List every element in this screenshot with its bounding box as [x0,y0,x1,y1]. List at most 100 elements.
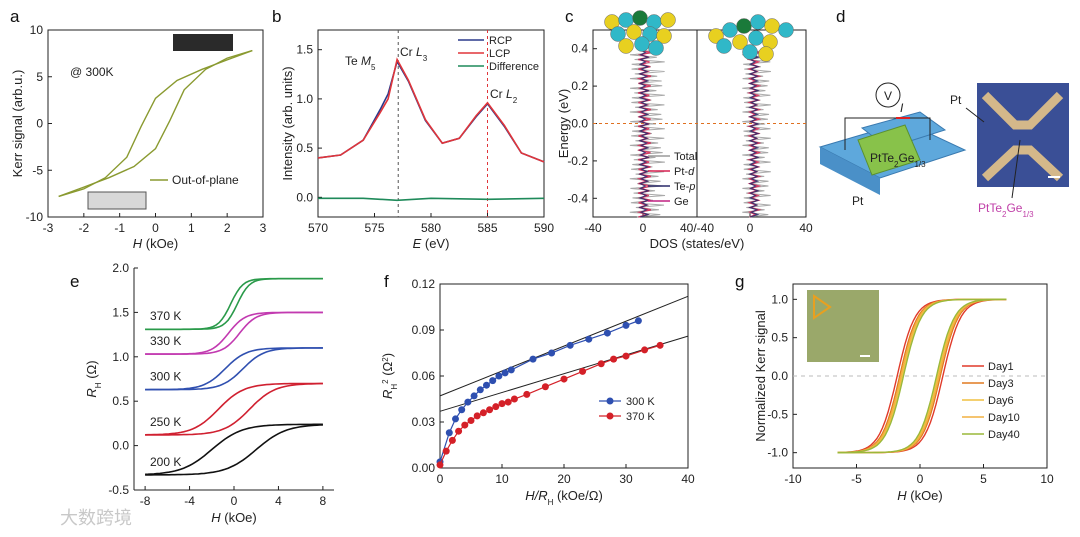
panel-c-ytick-label: 0.0 [571,117,588,131]
panel-b-xtick-label: 590 [534,221,554,235]
panel-b-xlabel: E (eV) [413,236,450,251]
panel-f-ylabel: RH2 (Ω2) [380,353,399,399]
panel-f: f 0 10 20 30 40 0.12 0.09 0.06 0.03 0.00 H/RH (kOe/… [380,272,695,507]
panel-d-pt-electrode-side [820,147,880,195]
panel-b-series-difference [318,197,545,202]
panel-f-point [442,447,450,455]
panel-f-point [510,395,518,403]
panel-g-ytick-label: 0.5 [771,331,788,345]
panel-c: c 0.4 0.2 0.0 -0.2 -0.4 -40 0 40/-40 0 40 DOS (stat… [556,7,813,251]
panel-b-xtick-label: 580 [421,221,441,235]
panel-f-point [483,381,490,389]
panel-e-series-label: 200 K [150,455,181,469]
panel-f-point [566,341,574,349]
panel-b-ytick-label: 0.0 [296,190,313,204]
panel-a-curve-down [58,49,253,198]
panel-d-wire [844,117,931,150]
panel-g-inset-scale-bar [860,355,870,357]
panel-e-curve-0-down [145,277,323,331]
panel-d-flake-label: PtTe2Ge1/3 [870,151,926,169]
panel-f-xlabel: H/RH (kOe/Ω) [525,488,603,507]
panel-f-legend-marker [606,412,614,420]
panel-a-inset-image-bottom [87,191,147,210]
panel-b-xtick-label: 575 [364,221,384,235]
panel-e-ytick-label: -0.5 [108,483,129,497]
panel-f-legend-marker [606,397,614,405]
panel-e-xtick-label: -4 [184,494,195,508]
panel-c-atom [742,44,758,60]
panel-g: g -10 -5 0 5 10 1.0 0.5 0.0 -0.5 -1.0 H (kOe) Normal… [735,272,1054,503]
panel-c-xtick-label: 0 [640,221,647,235]
panel-f-point [486,406,494,414]
panel-f-point [622,321,630,329]
panel-b-ylabel: Intensity (arb. units) [280,66,295,180]
panel-e-xtick-label: 8 [320,494,327,508]
panel-e-xtick-label: 4 [275,494,282,508]
panel-f-ytick-label: 0.12 [412,277,436,291]
panel-f-xtick-label: 20 [557,472,571,486]
panel-e-ylabel: RH (Ω) [84,360,103,397]
panel-c-atom [656,28,672,44]
panel-f-xtick-label: 30 [619,472,633,486]
panel-e: e -8 -4 0 4 8 2.0 1.5 1.0 0.5 0.0 -0.5 H (kOe) RH (Ω)… [70,261,334,525]
panel-c-atom [618,38,634,54]
panel-a-inset-image-top [173,34,233,51]
panel-c-ytick-label: -0.4 [567,191,588,205]
panel-f-point [622,352,630,360]
panel-f-point [473,412,481,420]
panel-c-ytick-label: 0.2 [571,79,588,93]
panel-f-point [507,366,515,374]
panel-f-point [455,427,463,435]
panel-c-xtick-label: 40/-40 [680,221,714,235]
panel-d-pt-label-bottom: Pt [852,194,864,208]
panel-f-point [585,335,593,343]
panel-e-curve-4-up [145,424,323,476]
panel-d-micrograph-electrodes [981,91,1064,182]
panel-e-curve-3-down [145,382,323,436]
panel-g-legend-label: Day3 [988,378,1014,390]
panel-e-ytick-label: 0.5 [112,394,129,408]
panel-f-point [498,400,506,408]
panel-g-label: g [735,272,744,291]
panel-c-atom [736,18,752,34]
panel-f-ytick-label: 0.03 [412,415,436,429]
panel-d-pt-label-right: Pt [950,93,962,107]
panel-d-scale-bar [1048,176,1060,178]
panel-f-point [467,416,475,424]
panel-a-ytick-label: -5 [32,163,43,177]
panel-c-trace-te-p-left [638,49,650,218]
panel-f-point [452,415,459,423]
panel-a-ytick-label: 5 [36,70,43,84]
panel-b-xtick-label: 585 [477,221,497,235]
panel-f-point [541,383,549,391]
panel-g-xtick-label: 5 [980,472,987,486]
panel-g-ytick-label: 0.0 [771,369,788,383]
panel-f-label: f [384,272,389,291]
panel-e-xlabel: H (kOe) [211,510,257,525]
panel-d-micrograph-pointer [1011,139,1021,199]
panel-c-atom [632,10,648,26]
panel-d-voltmeter-label: V [884,89,892,103]
panel-c-atom [750,14,766,30]
panel-c-ytick-label: 0.4 [571,42,588,56]
panel-a-xtick-label: -3 [43,221,54,235]
panel-c-ylabel: Energy (eV) [556,89,571,158]
panel-g-ylabel: Normalized Kerr signal [753,310,768,442]
panel-e-ytick-label: 1.0 [112,350,129,364]
panel-e-series-label: 370 K [150,309,181,323]
panel-g-ytick-label: -0.5 [767,407,788,421]
panel-e-series-label: 300 K [150,370,181,384]
panel-e-label: e [70,272,79,291]
panel-c-atom [758,46,774,62]
panel-b-label: b [272,7,281,26]
panel-a-temperature: @ 300K [70,65,114,79]
panel-e-xtick-label: 0 [231,494,238,508]
panel-f-point [489,377,497,385]
panel-b-ytick-label: 0.5 [296,141,313,155]
panel-f-legend-label: 300 K [626,396,655,408]
panel-f-point [470,392,478,400]
panel-a-xtick-label: 0 [152,221,159,235]
panel-c-atom [722,22,738,38]
panel-d: d V PtTe2Ge1/3 Pt I Pt PtTe2Ge1/3 [818,7,1069,219]
panel-c-atom [634,36,650,52]
